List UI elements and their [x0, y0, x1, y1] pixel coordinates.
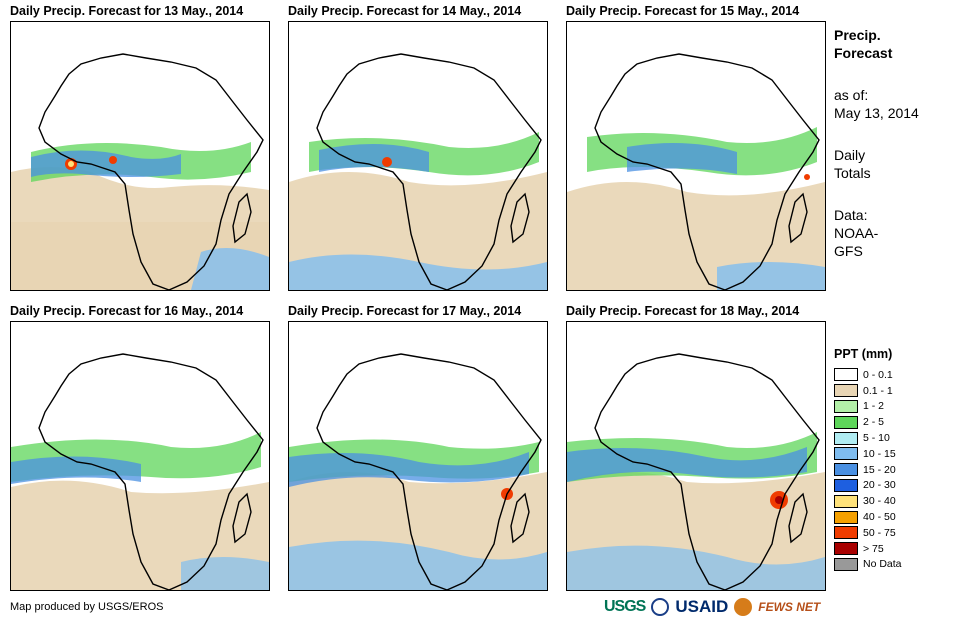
legend-swatch — [834, 368, 858, 382]
data-2: NOAA- — [834, 225, 879, 241]
usgs-logo: USGS — [604, 598, 646, 615]
panel-title: Daily Precip. Forecast for 16 May., 2014 — [10, 304, 244, 318]
precip-map — [566, 21, 826, 291]
usaid-seal-icon — [651, 598, 670, 616]
legend-item: 0 - 0.1 — [834, 367, 964, 383]
usaid-logo: USAID — [675, 597, 729, 616]
map-info-sidebar: Precip. Forecast as of: May 13, 2014 Dai… — [834, 26, 964, 260]
legend-swatch — [834, 384, 858, 398]
ppt-legend: PPT (mm) 0 - 0.1 0.1 - 1 1 - 2 2 - 5 5 - 10 1… — [834, 347, 964, 572]
legend-label: No Data — [863, 558, 902, 571]
legend-swatch — [834, 447, 858, 461]
legend-label: 50 - 75 — [863, 526, 896, 539]
legend-item: 5 - 10 — [834, 430, 964, 446]
asof-label: as of: — [834, 87, 869, 103]
panel-title: Daily Precip. Forecast for 14 May., 2014 — [288, 4, 522, 18]
legend-swatch — [834, 510, 858, 524]
totals-1: Daily — [834, 147, 866, 163]
sidebar-title-2: Forecast — [834, 45, 893, 61]
precip-map — [566, 321, 826, 591]
legend-item: 1 - 2 — [834, 399, 964, 415]
panel-title: Daily Precip. Forecast for 15 May., 2014 — [566, 4, 800, 18]
legend-item: 20 - 30 — [834, 478, 964, 494]
fews-globe-icon — [734, 598, 753, 616]
legend-label: 5 - 10 — [863, 432, 890, 445]
legend-item: 10 - 15 — [834, 446, 964, 462]
legend-label: 0 - 0.1 — [863, 368, 893, 381]
legend-item: 50 - 75 — [834, 525, 964, 541]
legend-item: > 75 — [834, 541, 964, 557]
asof-date: May 13, 2014 — [834, 105, 919, 121]
legend-swatch — [834, 431, 858, 445]
legend-label: 40 - 50 — [863, 511, 896, 524]
precip-map — [288, 321, 548, 591]
legend-label: 20 - 30 — [863, 479, 896, 492]
legend-swatch — [834, 526, 858, 540]
precip-map — [288, 21, 548, 291]
footer-credit: Map produced by USGS/EROS — [10, 601, 164, 613]
data-3: GFS — [834, 243, 863, 259]
fews-net-logo: FEWS NET — [758, 600, 821, 614]
legend-swatch — [834, 399, 858, 413]
panel-title: Daily Precip. Forecast for 13 May., 2014 — [10, 4, 244, 18]
legend-label: > 75 — [863, 542, 884, 555]
legend-swatch — [834, 542, 858, 556]
panel-title: Daily Precip. Forecast for 17 May., 2014 — [288, 304, 522, 318]
legend-label: 0.1 - 1 — [863, 384, 893, 397]
legend-title: PPT (mm) — [834, 347, 893, 361]
precip-map — [10, 21, 270, 291]
legend-label: 2 - 5 — [863, 416, 885, 429]
legend-item: 2 - 5 — [834, 414, 964, 430]
legend-swatch — [834, 415, 858, 429]
legend-swatch — [834, 478, 858, 492]
legend-swatch — [834, 463, 858, 477]
legend-swatch — [834, 494, 858, 508]
data-1: Data: — [834, 207, 868, 223]
legend-label: 30 - 40 — [863, 495, 896, 508]
precip-map — [10, 321, 270, 591]
totals-2: Totals — [834, 165, 871, 181]
legend-item: 40 - 50 — [834, 509, 964, 525]
logo-strip: USGS USAID FEWS NET — [604, 596, 820, 618]
legend-item: 0.1 - 1 — [834, 383, 964, 399]
legend-item: No Data — [834, 557, 964, 573]
legend-label: 15 - 20 — [863, 463, 896, 476]
panel-title: Daily Precip. Forecast for 18 May., 2014 — [566, 304, 800, 318]
legend-swatch — [834, 557, 858, 571]
legend-label: 10 - 15 — [863, 447, 896, 460]
legend-item: 15 - 20 — [834, 462, 964, 478]
legend-item: 30 - 40 — [834, 493, 964, 509]
legend-label: 1 - 2 — [863, 400, 885, 413]
sidebar-title-1: Precip. — [834, 27, 881, 43]
